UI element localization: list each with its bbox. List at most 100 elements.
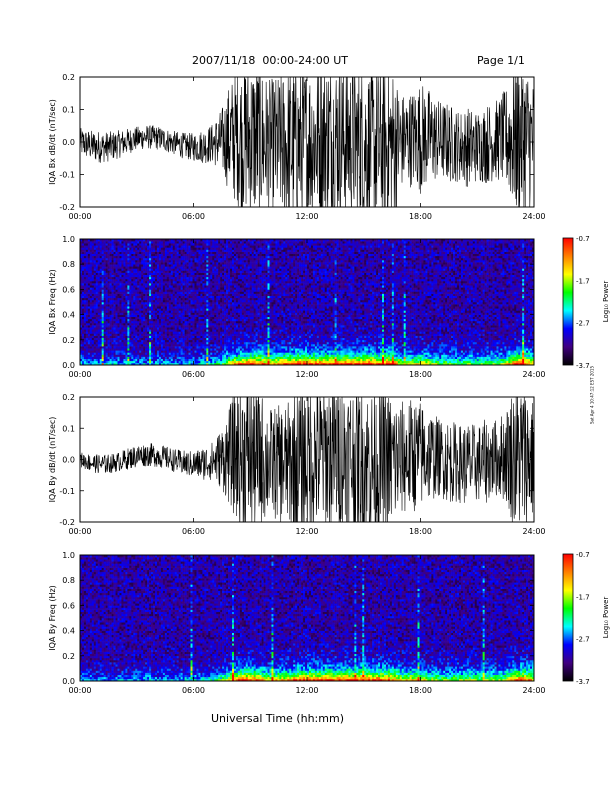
heatmap-cell xyxy=(167,241,169,243)
heatmap-cell xyxy=(226,281,228,283)
heatmap-cell xyxy=(230,241,232,243)
heatmap-cell xyxy=(106,268,108,270)
heatmap-cell xyxy=(224,262,226,264)
heatmap-cell xyxy=(141,271,143,273)
heatmap-cell xyxy=(198,302,200,304)
heatmap-cell xyxy=(185,243,187,245)
heatmap-cell xyxy=(100,283,102,285)
heatmap-cell xyxy=(157,331,159,333)
heatmap-cell xyxy=(153,262,155,264)
heatmap-cell xyxy=(222,268,224,270)
heatmap-cell xyxy=(216,277,218,279)
heatmap-cell xyxy=(131,336,133,338)
heatmap-cell xyxy=(165,336,167,338)
heatmap-cell xyxy=(159,296,161,298)
heatmap-cell xyxy=(185,252,187,254)
heatmap-cell xyxy=(224,285,226,287)
heatmap-cell xyxy=(108,348,110,350)
heatmap-cell xyxy=(169,361,171,363)
heatmap-cell xyxy=(127,350,129,352)
heatmap-cell xyxy=(187,336,189,338)
heatmap-cell xyxy=(139,321,141,323)
heatmap-cell xyxy=(143,359,145,361)
heatmap-cell xyxy=(121,283,123,285)
heatmap-cell xyxy=(193,338,195,340)
heatmap-cell xyxy=(133,298,135,300)
heatmap-cell xyxy=(106,319,108,321)
heatmap-cell xyxy=(220,294,222,296)
heatmap-cell xyxy=(90,294,92,296)
heatmap-cell xyxy=(165,346,167,348)
heatmap-cell xyxy=(84,262,86,264)
heatmap-cell xyxy=(121,264,123,266)
heatmap-cell xyxy=(90,287,92,289)
heatmap-cell xyxy=(94,321,96,323)
heatmap-cell xyxy=(104,325,106,327)
heatmap-cell xyxy=(106,271,108,273)
heatmap-cell xyxy=(171,317,173,319)
heatmap-cell xyxy=(175,277,177,279)
heatmap-cell xyxy=(153,256,155,258)
heatmap-cell xyxy=(100,247,102,249)
heatmap-cell xyxy=(133,296,135,298)
heatmap-cell xyxy=(82,342,84,344)
heatmap-cell xyxy=(179,315,181,317)
heatmap-cell xyxy=(163,268,165,270)
heatmap-cell xyxy=(226,304,228,306)
heatmap-cell xyxy=(143,325,145,327)
heatmap-cell xyxy=(88,277,90,279)
heatmap-cell xyxy=(163,361,165,363)
heatmap-cell xyxy=(116,319,118,321)
heatmap-cell xyxy=(234,327,236,329)
heatmap-cell xyxy=(86,327,88,329)
heatmap-cell xyxy=(157,361,159,363)
heatmap-cell xyxy=(204,321,206,323)
heatmap-cell xyxy=(96,342,98,344)
heatmap-cell xyxy=(226,329,228,331)
heatmap-cell xyxy=(133,361,135,363)
heatmap-cell xyxy=(196,260,198,262)
heatmap-cell xyxy=(236,317,238,319)
heatmap-cell xyxy=(118,308,120,310)
heatmap-cell xyxy=(123,338,125,340)
heatmap-cell xyxy=(208,260,210,262)
heatmap-cell xyxy=(230,348,232,350)
heatmap-cell xyxy=(179,245,181,247)
heatmap-cell xyxy=(102,296,104,298)
heatmap-cell xyxy=(118,266,120,268)
heatmap-cell xyxy=(100,350,102,352)
heatmap-cell xyxy=(224,287,226,289)
heatmap-cell xyxy=(179,266,181,268)
heatmap-cell xyxy=(100,346,102,348)
heatmap-cell xyxy=(173,352,175,354)
heatmap-cell xyxy=(185,327,187,329)
heatmap-cell xyxy=(173,340,175,342)
heatmap-cell xyxy=(110,350,112,352)
heatmap-cell xyxy=(216,300,218,302)
heatmap-cell xyxy=(86,247,88,249)
heatmap-cell xyxy=(220,321,222,323)
heatmap-cell xyxy=(82,283,84,285)
heatmap-cell xyxy=(94,331,96,333)
heatmap-cell xyxy=(145,256,147,258)
heatmap-cell xyxy=(230,264,232,266)
heatmap-cell xyxy=(177,285,179,287)
heatmap-cell xyxy=(216,359,218,361)
heatmap-cell xyxy=(108,323,110,325)
heatmap-cell xyxy=(232,258,234,260)
heatmap-cell xyxy=(165,247,167,249)
heatmap-cell xyxy=(141,296,143,298)
heatmap-cell xyxy=(236,327,238,329)
heatmap-cell xyxy=(143,268,145,270)
heatmap-cell xyxy=(86,294,88,296)
heatmap-cell xyxy=(157,264,159,266)
heatmap-cell xyxy=(183,315,185,317)
heatmap-cell xyxy=(147,289,149,291)
heatmap-cell xyxy=(121,296,123,298)
heatmap-cell xyxy=(86,342,88,344)
heatmap-cell xyxy=(145,317,147,319)
heatmap-cell xyxy=(141,315,143,317)
heatmap-cell xyxy=(127,352,129,354)
heatmap-cell xyxy=(137,243,139,245)
heatmap-cell xyxy=(133,300,135,302)
